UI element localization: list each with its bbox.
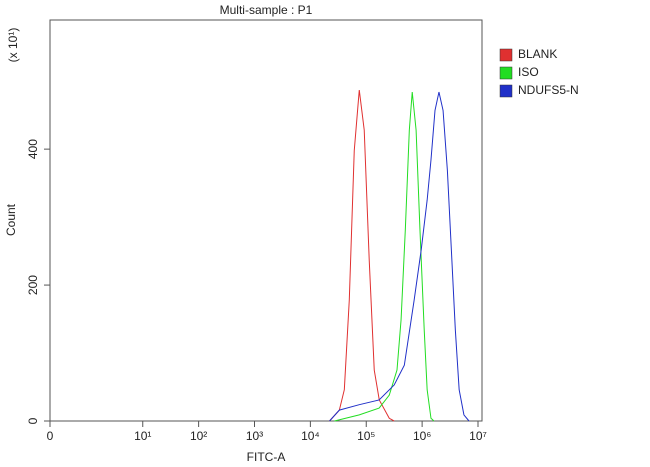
chart-title: Multi-sample : P1 xyxy=(220,3,313,17)
x-tick-label: 10² xyxy=(190,429,207,443)
x-tick-label: 10⁵ xyxy=(357,429,375,443)
legend-label: ISO xyxy=(518,65,539,79)
plot-frame xyxy=(49,19,483,422)
x-axis-label: FITC-A xyxy=(247,450,286,464)
legend-swatch xyxy=(499,48,513,62)
legend-swatch xyxy=(499,84,513,98)
y-tick-label: 400 xyxy=(26,139,40,159)
x-tick-label: 10³ xyxy=(246,429,263,443)
series-line xyxy=(329,91,470,422)
x-tick-label: 10¹ xyxy=(134,429,151,443)
y-tick-label: 0 xyxy=(26,417,40,424)
x-tick-label: 10⁴ xyxy=(301,429,320,443)
x-tick-label: 10⁶ xyxy=(413,429,431,443)
y-multiplier: (x 10¹) xyxy=(6,28,20,63)
legend-label: BLANK xyxy=(518,47,557,61)
y-tick-label: 200 xyxy=(26,275,40,295)
x-tick-label: 10⁷ xyxy=(469,429,487,443)
legend-label: NDUFS5-N xyxy=(518,83,579,97)
legend-swatch xyxy=(499,66,513,80)
series-line xyxy=(334,91,435,422)
x-tick-label: 0 xyxy=(47,429,54,443)
y-axis-label: Count xyxy=(4,203,18,236)
series-line xyxy=(329,89,395,422)
